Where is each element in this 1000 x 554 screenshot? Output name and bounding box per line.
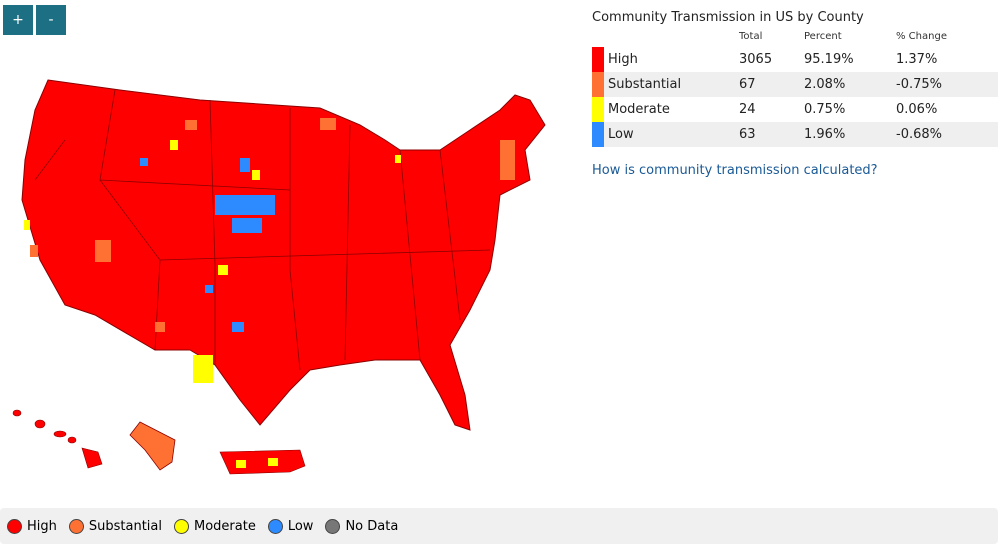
color-swatch — [592, 72, 604, 97]
table-body: High 3065 95.19% 1.37% Substantial 67 2.08% -0.… — [592, 47, 998, 147]
table-row: Substantial 67 2.08% -0.75% — [592, 72, 998, 97]
info-link[interactable]: How is community transmission calculated… — [592, 163, 878, 178]
level-cell: Substantial — [604, 72, 739, 97]
percent-cell: 95.19% — [804, 52, 854, 67]
panel-title: Community Transmission in US by County — [592, 10, 864, 25]
level-cell: High — [608, 52, 638, 67]
level-cell: Moderate — [608, 102, 670, 117]
table-row: Moderate 24 0.75% 0.06% — [592, 97, 998, 122]
pr-moderate — [268, 458, 278, 466]
legend-item: Low — [267, 518, 314, 534]
total-cell: 3065 — [739, 52, 773, 67]
change-cell: 0.06% — [896, 102, 938, 117]
header-cell: % Change — [896, 31, 947, 42]
header-cell: Percent — [804, 31, 842, 42]
change-cell: -0.68% — [896, 122, 998, 147]
legend-dot — [267, 518, 283, 534]
total-cell: 63 — [739, 122, 804, 147]
color-swatch — [592, 97, 604, 122]
legend-label: Moderate — [194, 518, 256, 534]
legend-dot — [325, 518, 341, 534]
change-cell: 1.37% — [896, 52, 938, 67]
legend-label: Low — [287, 518, 314, 534]
percent-cell: 2.08% — [804, 72, 896, 97]
total-cell: 67 — [739, 72, 804, 97]
legend-label: Substantial — [88, 518, 162, 534]
header-cell — [604, 31, 739, 47]
legend-label: No Data — [345, 518, 399, 534]
substantial-counties — [30, 118, 515, 332]
legend-dot — [68, 518, 84, 534]
change-cell: -0.75% — [896, 72, 998, 97]
color-swatch — [592, 47, 604, 72]
legend-item: High — [7, 518, 57, 534]
legend-item: Moderate — [174, 518, 256, 534]
state-borders — [34, 89, 491, 371]
legend-dot — [174, 518, 189, 534]
us-map — [12, 79, 546, 475]
summary-panel: Community Transmission in US by County T… — [592, 10, 998, 178]
legend: High Substantial Moderate Low No Data — [0, 508, 998, 544]
legend-dot — [7, 518, 22, 534]
low-counties — [140, 158, 275, 332]
legend-item: No Data — [325, 518, 399, 534]
legend-item: Substantial — [68, 518, 162, 534]
zoom-in-button[interactable]: + — [3, 5, 33, 35]
header-row: Total Percent % Change — [592, 31, 998, 47]
table-row: Low 63 1.96% -0.68% — [592, 122, 998, 147]
percent-cell: 0.75% — [804, 102, 846, 117]
color-swatch — [592, 122, 604, 147]
zoom-out-button[interactable]: - — [36, 5, 66, 35]
alaska — [129, 421, 176, 471]
level-cell: Low — [604, 122, 739, 147]
table-row: High 3065 95.19% 1.37% — [592, 47, 998, 72]
puerto-rico — [219, 449, 306, 475]
total-cell: 24 — [739, 102, 756, 117]
map-shapes — [12, 79, 546, 475]
legend-label: High — [27, 518, 57, 534]
moderate-counties — [24, 140, 401, 383]
contiguous-us — [21, 79, 546, 431]
header-cell — [592, 31, 604, 47]
hawaii — [12, 409, 103, 469]
pr-moderate — [236, 460, 246, 468]
summary-table: Total Percent % Change High 3065 95.19% 1.3… — [592, 31, 998, 147]
percent-cell: 1.96% — [804, 122, 896, 147]
header-cell: Total — [739, 31, 763, 42]
